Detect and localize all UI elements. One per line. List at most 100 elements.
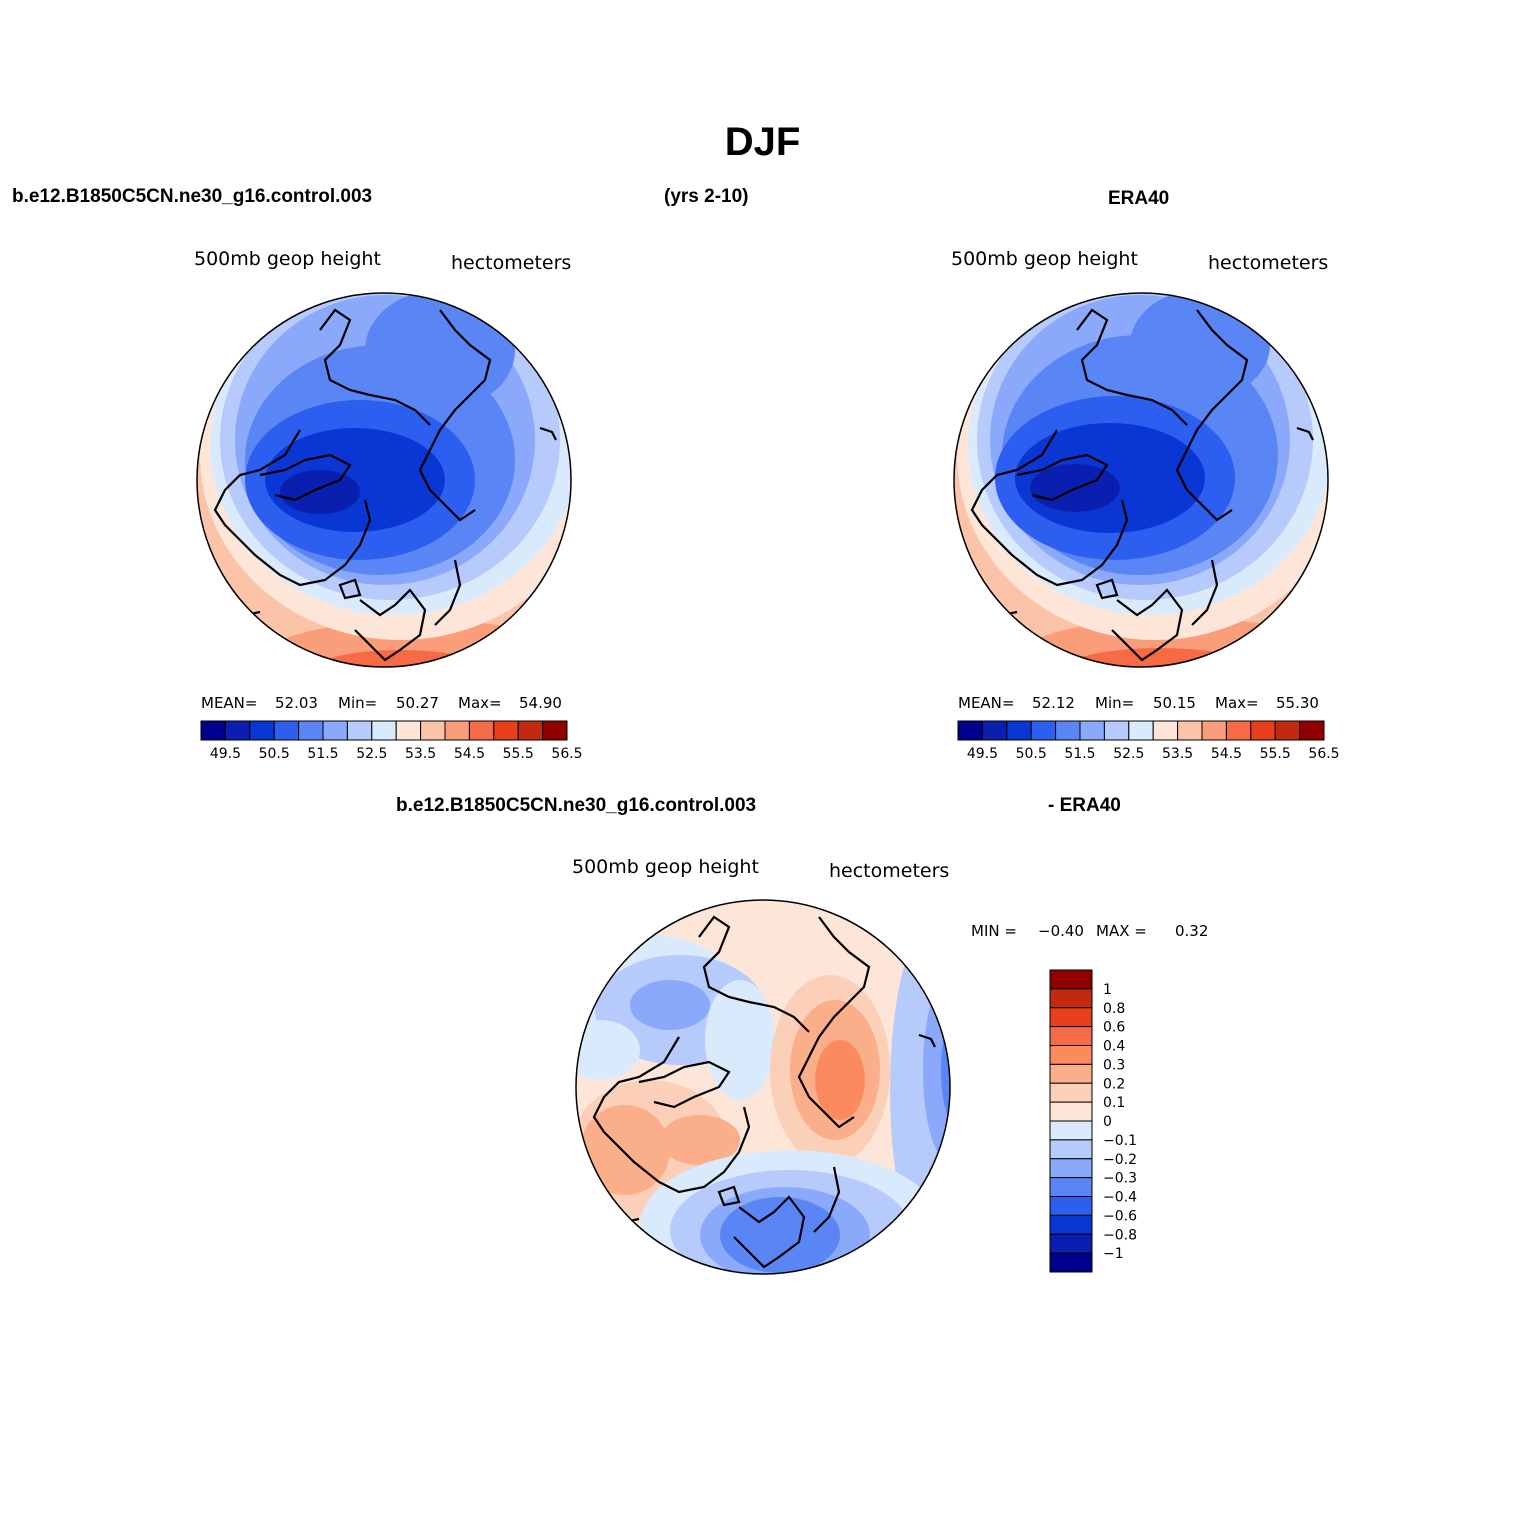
- diff-colorbar-tick-label: −0.1: [1103, 1133, 1137, 1149]
- model-colorbar-tick-label: 52.5: [356, 746, 387, 762]
- diff-colorbar-tick-label: 0: [1103, 1114, 1112, 1130]
- model-colorbar-swatch: [468, 720, 495, 741]
- case-name-header: b.e12.B1850C5CN.ne30_g16.control.003: [12, 186, 373, 207]
- model-units-label: hectometers: [451, 252, 572, 274]
- diff-colorbar-tick-label: −0.4: [1103, 1190, 1137, 1206]
- diff-colorbar-tick-label: 0.1: [1103, 1095, 1125, 1111]
- model-colorbar-tick-label: 56.5: [551, 746, 582, 762]
- model-polar-map: [197, 293, 571, 667]
- diff-colorbar-tick-label: −0.2: [1103, 1152, 1137, 1168]
- diff-coastlines: [592, 915, 936, 1269]
- diff-colorbar-tick-label: −0.3: [1103, 1171, 1137, 1187]
- diff-colorbar-swatch: [1049, 1101, 1093, 1122]
- diff-colorbar-swatch: [1049, 988, 1093, 1009]
- diff-colorbar-swatch: [1049, 1252, 1093, 1273]
- obs-units-label: hectometers: [1208, 252, 1329, 274]
- model-colorbar-swatch: [395, 720, 422, 741]
- obs-colorbar-swatch: [1201, 720, 1227, 741]
- diff-case-header: b.e12.B1850C5CN.ne30_g16.control.003: [396, 795, 757, 816]
- obs-colorbar-tick-label: 52.5: [1113, 746, 1144, 762]
- obs-max-value: 55.30: [1276, 694, 1319, 712]
- obs-mean-label: MEAN=: [958, 694, 1015, 712]
- obs-colorbar-swatch: [1299, 720, 1325, 741]
- diff-colorbar-swatch: [1049, 1063, 1093, 1084]
- obs-colorbar-tick-label: 54.5: [1211, 746, 1242, 762]
- diff-colorbar-tick-label: 0.8: [1103, 1001, 1125, 1017]
- obs-colorbar-tick-label: 55.5: [1260, 746, 1291, 762]
- diff-units-label: hectometers: [829, 860, 950, 882]
- obs-colorbar-swatch: [1079, 720, 1105, 741]
- model-colorbar-swatch: [371, 720, 397, 741]
- obs-mean-value: 52.12: [1032, 694, 1075, 712]
- obs-colorbar-swatch: [1225, 720, 1252, 741]
- model-colorbar-swatch: [224, 720, 251, 741]
- obs-colorbar-swatch: [1006, 720, 1032, 741]
- diff-map-border: [575, 899, 951, 1275]
- model-min-value: 50.27: [396, 694, 439, 712]
- obs-colorbar: 49.5 50.5 51.5 52.5 53.5 54.5 55.5 56.5: [957, 720, 1340, 762]
- diff-colorbar-swatch: [1049, 1120, 1093, 1141]
- obs-colorbar-swatch: [1030, 720, 1057, 741]
- model-colorbar-swatch: [273, 720, 300, 741]
- obs-colorbar-swatch: [1274, 720, 1301, 741]
- obs-colorbar-tick-label: 53.5: [1162, 746, 1193, 762]
- model-mean-label: MEAN=: [201, 694, 258, 712]
- diff-colorbar-swatch: [1049, 969, 1093, 990]
- model-colorbar-swatch: [249, 720, 275, 741]
- diff-max-value: 0.32: [1175, 922, 1209, 940]
- model-max-value: 54.90: [519, 694, 562, 712]
- diff-colorbar-tick-label: −0.8: [1103, 1227, 1137, 1243]
- obs-coastlines: [970, 308, 1314, 662]
- obs-colorbar-swatch: [1055, 720, 1081, 741]
- obs-max-label: Max=: [1215, 694, 1259, 712]
- obs-polar-map: [954, 293, 1328, 667]
- diff-colorbar-swatch: [1049, 1007, 1093, 1028]
- obs-colorbar-swatch: [981, 720, 1008, 741]
- model-colorbar-tick-label: 50.5: [259, 746, 290, 762]
- model-mean-value: 52.03: [275, 694, 318, 712]
- diff-polar-map: [576, 900, 950, 1274]
- model-colorbar-swatch: [517, 720, 544, 741]
- model-colorbar-tick-label: 53.5: [405, 746, 436, 762]
- diff-suffix-header: - ERA40: [1048, 795, 1121, 816]
- diff-colorbar-tick-label: 0.4: [1103, 1039, 1125, 1055]
- model-colorbar-swatch: [322, 720, 348, 741]
- page-title: DJF: [724, 120, 801, 164]
- model-max-label: Max=: [458, 694, 502, 712]
- model-colorbar-tick-label: 51.5: [307, 746, 338, 762]
- diff-min-value: −0.40: [1038, 922, 1084, 940]
- obs-colorbar-tick-label: 50.5: [1016, 746, 1047, 762]
- diff-colorbar-swatch: [1049, 1158, 1093, 1179]
- model-colorbar-swatch: [444, 720, 470, 741]
- diff-colorbar-swatch: [1049, 1045, 1093, 1065]
- obs-colorbar-tick-label: 51.5: [1064, 746, 1095, 762]
- obs-colorbar-tick-label: 56.5: [1308, 746, 1339, 762]
- obs-min-label: Min=: [1095, 694, 1135, 712]
- diff-colorbar-swatch: [1049, 1026, 1093, 1046]
- model-colorbar-tick-label: 55.5: [503, 746, 534, 762]
- obs-colorbar-swatch: [1128, 720, 1154, 741]
- obs-colorbar-swatch: [957, 720, 983, 741]
- diff-colorbar-tick-label: 0.3: [1103, 1057, 1125, 1073]
- diff-colorbar-swatch: [1049, 1214, 1093, 1235]
- model-colorbar: 49.5 50.5 51.5 52.5 53.5 54.5 55.5 56.5: [200, 720, 583, 762]
- obs-colorbar-swatch: [1152, 720, 1179, 741]
- model-min-label: Min=: [338, 694, 378, 712]
- model-map-border: [196, 292, 572, 668]
- model-field-label: 500mb geop height: [194, 248, 381, 270]
- diff-colorbar-tick-label: −1: [1103, 1246, 1124, 1262]
- diff-colorbar-tick-label: 0.2: [1103, 1076, 1125, 1092]
- obs-colorbar-swatch: [1177, 720, 1203, 741]
- model-colorbar-tick-label: 49.5: [210, 746, 241, 762]
- obs-min-value: 50.15: [1153, 694, 1196, 712]
- obs-field-label: 500mb geop height: [951, 248, 1138, 270]
- obs-map-border: [953, 292, 1329, 668]
- diff-colorbar-tick-label: −0.6: [1103, 1208, 1137, 1224]
- model-colorbar-swatch: [346, 720, 373, 741]
- obs-colorbar-swatch: [1103, 720, 1130, 741]
- diff-max-label: MAX =: [1096, 922, 1147, 940]
- model-colorbar-swatch: [420, 720, 446, 741]
- obs-colorbar-swatch: [1250, 720, 1276, 741]
- diff-colorbar-swatch: [1049, 1139, 1093, 1160]
